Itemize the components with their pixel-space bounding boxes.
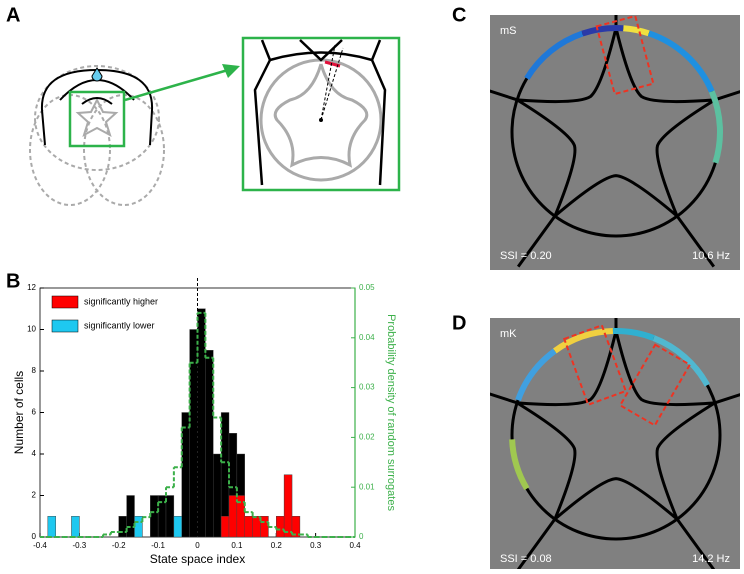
bar xyxy=(181,412,190,538)
y2-tick-label: 0.01 xyxy=(359,482,375,491)
graph xyxy=(490,15,740,268)
y-axis-label: Number of cells xyxy=(12,371,26,454)
bar xyxy=(173,516,182,538)
bar xyxy=(291,516,301,538)
colored-arc xyxy=(509,439,530,491)
bar xyxy=(220,516,230,538)
y2-axis-label: Probability density of random surrogates xyxy=(385,314,397,511)
bar xyxy=(283,474,293,538)
schematic xyxy=(29,36,401,206)
panel-c: mS SSI = 0.20 10.6 Hz xyxy=(490,15,740,270)
highlight-box xyxy=(618,343,692,427)
y-tick-label: 12 xyxy=(27,283,36,292)
x-tick-label: 0.2 xyxy=(271,541,283,550)
y2-tick-label: 0 xyxy=(359,532,364,541)
legend-swatch xyxy=(51,295,79,309)
panel-bg xyxy=(490,15,740,270)
bar xyxy=(213,453,222,538)
y2-tick-label: 0.02 xyxy=(359,433,375,442)
bar xyxy=(134,516,143,538)
freq-label: 14.2 Hz xyxy=(692,553,730,565)
colored-arc xyxy=(515,348,557,402)
panel-bg xyxy=(490,318,740,573)
y-tick-label: 2 xyxy=(32,491,37,500)
colored-arc xyxy=(647,30,715,93)
highlight-box xyxy=(595,15,655,96)
panel-label: D xyxy=(452,312,466,334)
colored-arc xyxy=(553,328,614,354)
panel-label: A xyxy=(6,4,20,26)
star-edges xyxy=(490,15,740,268)
highlight-box xyxy=(562,323,628,407)
colored-arc xyxy=(524,30,584,80)
y-tick-label: 0 xyxy=(32,532,37,541)
y-tick-label: 6 xyxy=(32,408,37,417)
histogram: -0.4 -0.3 -0.2 -0.1 0 0.1 0.2 0.3 0.402468101200… xyxy=(12,278,397,566)
colored-arc xyxy=(709,90,723,164)
colored-arc xyxy=(612,328,655,341)
star-edges xyxy=(490,318,740,571)
y2-tick-label: 0.05 xyxy=(359,283,375,292)
y2-tick-label: 0.03 xyxy=(359,383,375,392)
bar xyxy=(260,516,269,538)
colored-arc xyxy=(652,335,710,387)
bar xyxy=(197,308,206,538)
x-tick-label: -0.4 xyxy=(33,541,47,550)
cell-label: mK xyxy=(500,328,517,340)
x-tick-label: 0.3 xyxy=(310,541,322,550)
bar xyxy=(47,516,56,538)
ssi-label: SSI = 0.08 xyxy=(500,553,552,565)
bar xyxy=(165,495,175,538)
bar xyxy=(228,495,238,538)
bar xyxy=(150,495,159,538)
legend-label: significantly higher xyxy=(84,296,158,306)
cell-label: mS xyxy=(500,25,517,37)
x-tick-label: -0.3 xyxy=(72,541,86,550)
x-axis-label: State space index xyxy=(150,552,245,566)
x-tick-label: 0.1 xyxy=(231,541,243,550)
freq-label: 10.6 Hz xyxy=(692,250,730,262)
bar xyxy=(244,516,253,538)
bar xyxy=(189,329,198,538)
bar xyxy=(126,495,135,538)
colored-arc xyxy=(581,25,624,37)
y-tick-label: 4 xyxy=(32,449,37,458)
x-tick-label: 0 xyxy=(195,541,200,550)
x-tick-label: 0.4 xyxy=(349,541,361,550)
panel-d: mK SSI = 0.08 14.2 Hz xyxy=(490,318,740,573)
panel-label: C xyxy=(452,4,466,26)
legend-label: significantly lower xyxy=(84,320,155,330)
y-tick-label: 8 xyxy=(32,366,37,375)
panel-label: B xyxy=(6,270,20,292)
graph xyxy=(490,318,740,571)
colored-arc xyxy=(623,25,650,37)
y2-tick-label: 0.04 xyxy=(359,333,375,342)
bar xyxy=(118,516,127,538)
y-tick-label: 10 xyxy=(27,325,36,334)
bar xyxy=(276,516,285,538)
x-tick-label: -0.1 xyxy=(151,541,165,550)
bar xyxy=(71,516,80,538)
legend-swatch xyxy=(51,319,79,333)
ssi-label: SSI = 0.20 xyxy=(500,250,552,262)
x-tick-label: -0.2 xyxy=(112,541,126,550)
bar xyxy=(205,350,214,538)
bar xyxy=(252,516,261,538)
